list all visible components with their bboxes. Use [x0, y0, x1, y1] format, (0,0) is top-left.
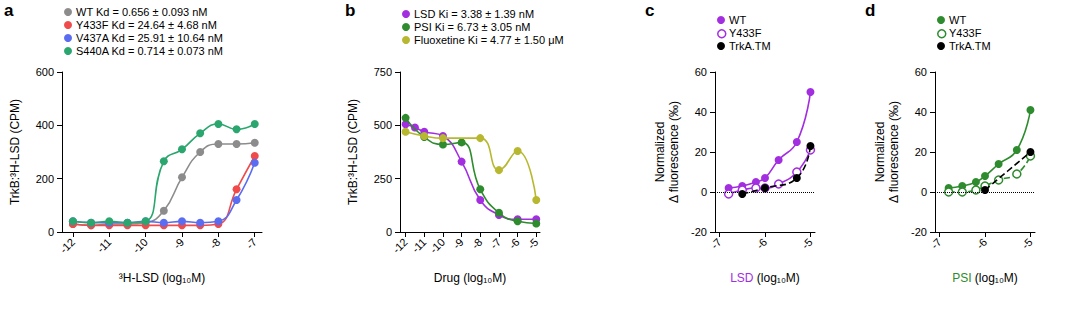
svg-text:Δ fluorescence (‰): Δ fluorescence (‰) [667, 101, 681, 203]
svg-text:-8: -8 [207, 236, 222, 251]
svg-text:-5: -5 [799, 236, 814, 251]
svg-text:40: 40 [695, 106, 707, 118]
svg-text:-11: -11 [94, 236, 113, 255]
svg-text:-8: -8 [469, 236, 484, 251]
svg-text:0: 0 [701, 186, 707, 198]
svg-text:600: 600 [36, 66, 54, 78]
svg-text:-9: -9 [171, 236, 186, 251]
svg-text:250: 250 [374, 173, 392, 185]
svg-text:WT Kd = 0.656 ± 0.093 nM: WT Kd = 0.656 ± 0.093 nM [76, 6, 208, 18]
svg-text:b: b [345, 1, 355, 20]
svg-text:a: a [4, 1, 14, 20]
svg-text:LSD Ki = 3.38 ± 1.39 nM: LSD Ki = 3.38 ± 1.39 nM [414, 8, 534, 20]
svg-text:Normalized: Normalized [873, 122, 887, 183]
svg-text:-6: -6 [754, 236, 769, 251]
svg-text:-5: -5 [525, 236, 540, 251]
svg-text:Fluoxetine Ki = 4.77 ± 1.50 μM: Fluoxetine Ki = 4.77 ± 1.50 μM [414, 34, 564, 46]
svg-text:-20: -20 [911, 226, 927, 238]
svg-text:60: 60 [915, 66, 927, 78]
svg-text:0: 0 [48, 226, 54, 238]
svg-text:Normalized: Normalized [653, 122, 667, 183]
svg-text:TrkA.TM: TrkA.TM [949, 40, 991, 52]
svg-text:c: c [645, 1, 654, 20]
svg-text:Drug (log₁₀M): Drug (log₁₀M) [434, 271, 506, 285]
svg-text:20: 20 [915, 146, 927, 158]
svg-text:0: 0 [921, 186, 927, 198]
svg-text:Y433F Kd = 24.64 ± 4.68 nM: Y433F Kd = 24.64 ± 4.68 nM [76, 19, 217, 31]
svg-text:-12: -12 [57, 236, 77, 256]
svg-text:-20: -20 [691, 226, 707, 238]
svg-text:200: 200 [36, 173, 54, 185]
svg-text:-6: -6 [506, 236, 521, 251]
svg-text:-7: -7 [488, 236, 503, 251]
svg-text:-12: -12 [390, 236, 410, 256]
svg-text:500: 500 [374, 119, 392, 131]
svg-text:-10: -10 [427, 236, 447, 256]
svg-text:(log₁₀M): (log₁₀M) [757, 271, 800, 285]
svg-text:750: 750 [374, 66, 392, 78]
svg-text:20: 20 [695, 146, 707, 158]
svg-text:-7: -7 [928, 236, 943, 251]
svg-text:PSI Ki = 6.73 ± 3.05 nM: PSI Ki = 6.73 ± 3.05 nM [414, 21, 530, 33]
svg-text:V437A Kd = 25.91 ± 10.64 nM: V437A Kd = 25.91 ± 10.64 nM [76, 32, 223, 44]
svg-text:Y433F: Y433F [949, 27, 982, 39]
svg-text:Y433F: Y433F [729, 27, 762, 39]
svg-text:-5: -5 [1019, 236, 1034, 251]
svg-text:-10: -10 [130, 236, 150, 256]
svg-text:LSD: LSD [730, 271, 754, 285]
svg-text:-6: -6 [974, 236, 989, 251]
svg-text:d: d [865, 1, 875, 20]
svg-text:TrkA.TM: TrkA.TM [729, 40, 771, 52]
svg-text:0: 0 [386, 226, 392, 238]
svg-text:S440A Kd = 0.714 ± 0.073 nM: S440A Kd = 0.714 ± 0.073 nM [76, 45, 223, 57]
svg-text:-7: -7 [708, 236, 723, 251]
svg-text:³H-LSD (log₁₀M): ³H-LSD (log₁₀M) [119, 271, 205, 285]
svg-text:Δ fluorescence (‰): Δ fluorescence (‰) [887, 101, 901, 203]
svg-text:400: 400 [36, 119, 54, 131]
svg-text:-9: -9 [450, 236, 465, 251]
svg-text:-11: -11 [409, 236, 428, 255]
svg-text:(log₁₀M): (log₁₀M) [975, 271, 1018, 285]
svg-text:60: 60 [695, 66, 707, 78]
svg-text:WT: WT [729, 14, 746, 26]
svg-text:WT: WT [949, 14, 966, 26]
svg-text:PSI: PSI [952, 271, 971, 285]
svg-text:TrkB:³H-LSD (CPM): TrkB:³H-LSD (CPM) [346, 99, 360, 205]
svg-text:-7: -7 [244, 236, 259, 251]
svg-text:TrkB:³H-LSD (CPM): TrkB:³H-LSD (CPM) [8, 99, 22, 205]
svg-text:40: 40 [915, 106, 927, 118]
